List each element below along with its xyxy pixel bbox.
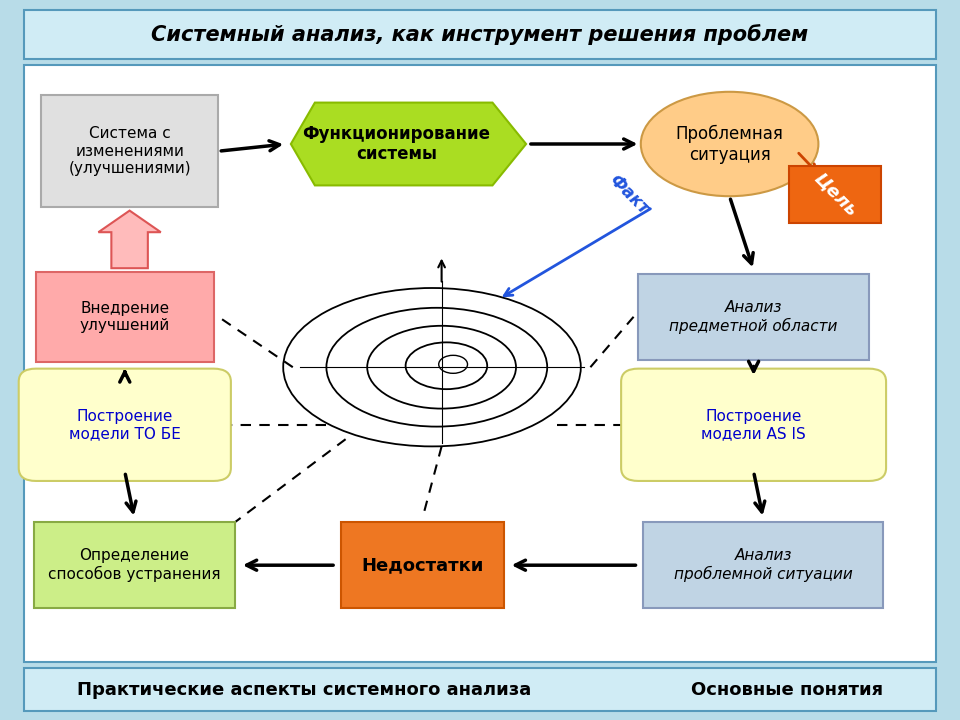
Text: Построение
модели AS IS: Построение модели AS IS [701,409,806,441]
Text: Анализ
предметной области: Анализ предметной области [669,300,838,333]
Text: Практические аспекты системного анализа: Практические аспекты системного анализа [77,681,531,698]
Text: Построение
модели ТО БЕ: Построение модели ТО БЕ [69,409,180,441]
Text: Внедрение
улучшений: Внедрение улучшений [80,301,170,333]
FancyBboxPatch shape [34,522,235,608]
FancyBboxPatch shape [621,369,886,481]
Text: Проблемная
ситуация: Проблемная ситуация [676,125,783,163]
Ellipse shape [641,92,818,197]
FancyBboxPatch shape [638,274,869,360]
Text: Функционирование
системы: Функционирование системы [302,125,491,163]
FancyBboxPatch shape [24,65,936,662]
FancyArrow shape [99,211,161,269]
FancyBboxPatch shape [789,166,881,223]
Text: Определение
способов устранения: Определение способов устранения [48,549,221,582]
Text: Система с
изменениями
(улучшениями): Система с изменениями (улучшениями) [68,126,191,176]
Text: Системный анализ, как инструмент решения проблем: Системный анализ, как инструмент решения… [152,24,808,45]
FancyBboxPatch shape [36,271,213,361]
FancyBboxPatch shape [24,668,936,711]
FancyBboxPatch shape [19,369,231,481]
Text: Основные понятия: Основные понятия [691,681,883,698]
Text: Недостатки: Недостатки [361,556,484,575]
Text: Факт: Факт [605,171,653,218]
FancyBboxPatch shape [341,522,504,608]
Text: Анализ
проблемной ситуации: Анализ проблемной ситуации [674,549,852,582]
Polygon shape [291,102,526,186]
FancyBboxPatch shape [41,96,219,207]
FancyBboxPatch shape [643,522,883,608]
Text: Цель: Цель [810,169,860,220]
FancyBboxPatch shape [24,10,936,59]
